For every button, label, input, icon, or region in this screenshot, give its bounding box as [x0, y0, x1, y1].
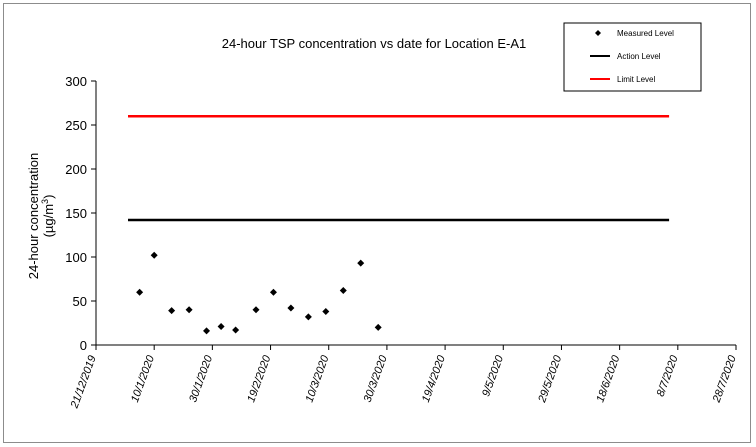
measured-level-point: [304, 313, 312, 321]
y-axis-unit-superscript: 3: [40, 199, 50, 204]
measured-level-point: [185, 306, 193, 314]
chart-title: 24-hour TSP concentration vs date for Lo…: [222, 36, 526, 51]
plot-area: 0 50 100 150 200 250 300 21/12/2019 10/1/2020 30/…: [65, 74, 739, 411]
legend-box: [563, 22, 702, 92]
x-tick-label: 18/6/2020: [594, 353, 622, 404]
y-axis-title: 24-hour concentration (µg/m3): [26, 153, 56, 279]
x-tick-label: 10/3/2020: [304, 353, 332, 404]
legend-label-measured: Measured Level: [617, 29, 674, 38]
y-axis-unit-prefix: (µg/m: [41, 204, 56, 238]
measured-level-point: [322, 308, 330, 316]
y-tick-label: 200: [65, 162, 87, 177]
measured-level-point: [357, 259, 365, 267]
x-tick-label: 10/1/2020: [129, 353, 157, 404]
y-axis-title-line1: 24-hour concentration: [26, 153, 41, 279]
x-tick-label: 21/12/2019: [68, 354, 98, 411]
measured-level-point: [252, 306, 260, 314]
legend-label-limit: Limit Level: [617, 75, 655, 84]
y-axis-unit-suffix: ): [41, 195, 56, 199]
measured-level-point: [136, 288, 144, 296]
y-axis-title-line2: (µg/m3): [40, 195, 56, 238]
y-tick-label: 100: [65, 250, 87, 265]
measured-level-point: [269, 288, 277, 296]
x-tick-label: 29/5/2020: [536, 353, 565, 405]
x-tick-label: 30/3/2020: [362, 353, 390, 404]
measured-level-point: [150, 251, 158, 259]
legend-marker-measured: [595, 30, 601, 36]
y-tick-label: 250: [65, 118, 87, 133]
y-tick-label: 0: [80, 338, 87, 353]
legend: Measured Level Action Level Limit Level: [563, 22, 702, 92]
x-tick-label: 19/2/2020: [245, 353, 273, 404]
x-tick-label: 8/7/2020: [655, 353, 681, 398]
measured-level-point: [232, 326, 240, 334]
measured-level-point: [339, 286, 347, 294]
legend-label-action: Action Level: [617, 52, 661, 61]
chart-svg: 24-hour TSP concentration vs date for Lo…: [26, 22, 739, 411]
measured-level-point: [203, 327, 211, 335]
y-tick-label: 50: [73, 294, 87, 309]
measured-level-point: [217, 323, 225, 331]
x-tick-label: 19/4/2020: [420, 353, 448, 404]
x-tick-label: 28/7/2020: [710, 353, 739, 405]
measured-level-point: [168, 307, 176, 315]
y-tick-label: 300: [65, 74, 87, 89]
measured-level-point: [287, 304, 295, 312]
measured-level-point: [374, 323, 382, 331]
x-tick-label: 9/5/2020: [480, 353, 506, 398]
chart-frame: 24-hour TSP concentration vs date for Lo…: [3, 3, 751, 443]
y-tick-label: 150: [65, 206, 87, 221]
x-tick-label: 30/1/2020: [187, 353, 215, 404]
